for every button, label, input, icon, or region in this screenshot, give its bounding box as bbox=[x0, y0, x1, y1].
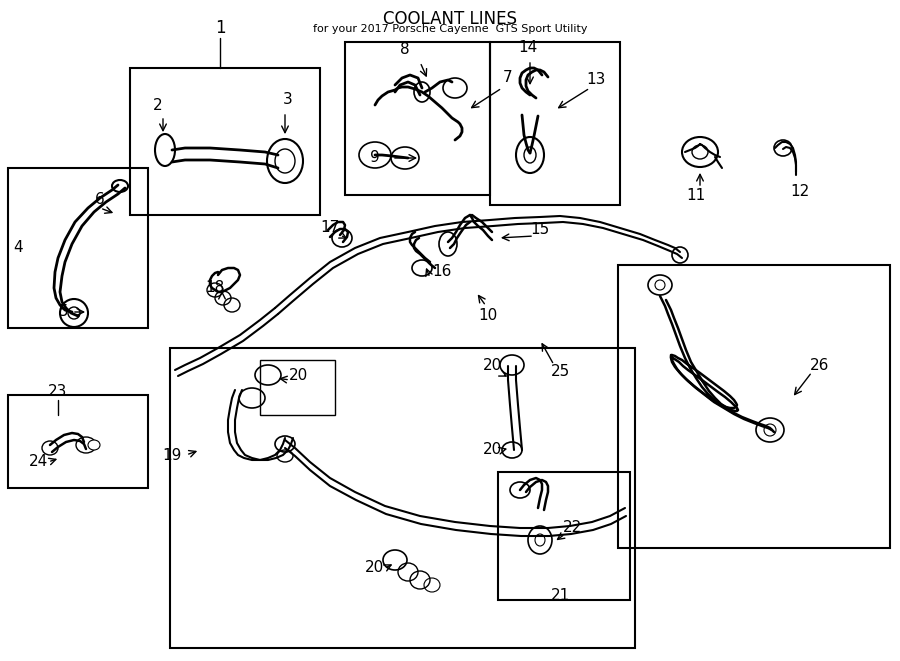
Text: 8: 8 bbox=[400, 42, 410, 58]
Text: 20: 20 bbox=[365, 561, 384, 576]
Text: 3: 3 bbox=[284, 93, 292, 108]
Text: 26: 26 bbox=[810, 358, 830, 373]
Text: 6: 6 bbox=[95, 192, 105, 208]
Bar bbox=[618, 265, 890, 548]
Text: 7: 7 bbox=[503, 71, 513, 85]
Text: 18: 18 bbox=[206, 280, 225, 295]
Text: 5: 5 bbox=[58, 305, 68, 319]
Text: 11: 11 bbox=[687, 188, 706, 204]
Text: 20: 20 bbox=[482, 442, 501, 457]
Bar bbox=[345, 42, 490, 195]
Text: 23: 23 bbox=[49, 385, 68, 399]
Text: 13: 13 bbox=[586, 73, 606, 87]
Text: 16: 16 bbox=[432, 264, 452, 280]
Ellipse shape bbox=[88, 440, 100, 450]
Text: 1: 1 bbox=[215, 19, 225, 37]
Text: 19: 19 bbox=[162, 447, 182, 463]
Bar bbox=[8, 395, 148, 488]
Text: 24: 24 bbox=[29, 455, 48, 469]
Text: 25: 25 bbox=[551, 364, 570, 379]
Bar bbox=[170, 348, 635, 648]
Text: 21: 21 bbox=[551, 588, 570, 603]
Text: 17: 17 bbox=[320, 221, 340, 235]
Text: 9: 9 bbox=[370, 151, 380, 165]
Bar bbox=[490, 42, 620, 205]
Text: 20: 20 bbox=[482, 358, 501, 373]
Text: 2: 2 bbox=[153, 98, 163, 112]
Text: 22: 22 bbox=[562, 520, 581, 535]
Text: 15: 15 bbox=[530, 223, 550, 237]
Bar bbox=[260, 360, 335, 415]
Bar bbox=[8, 168, 148, 328]
Bar bbox=[498, 472, 630, 600]
Text: 4: 4 bbox=[14, 241, 22, 256]
Text: 14: 14 bbox=[518, 40, 537, 56]
Bar bbox=[130, 68, 320, 215]
Text: COOLANT LINES: COOLANT LINES bbox=[383, 10, 517, 28]
Text: 10: 10 bbox=[479, 309, 498, 323]
Text: 20: 20 bbox=[288, 368, 308, 383]
Text: for your 2017 Porsche Cayenne  GTS Sport Utility: for your 2017 Porsche Cayenne GTS Sport … bbox=[313, 24, 587, 34]
Text: 12: 12 bbox=[790, 184, 810, 200]
